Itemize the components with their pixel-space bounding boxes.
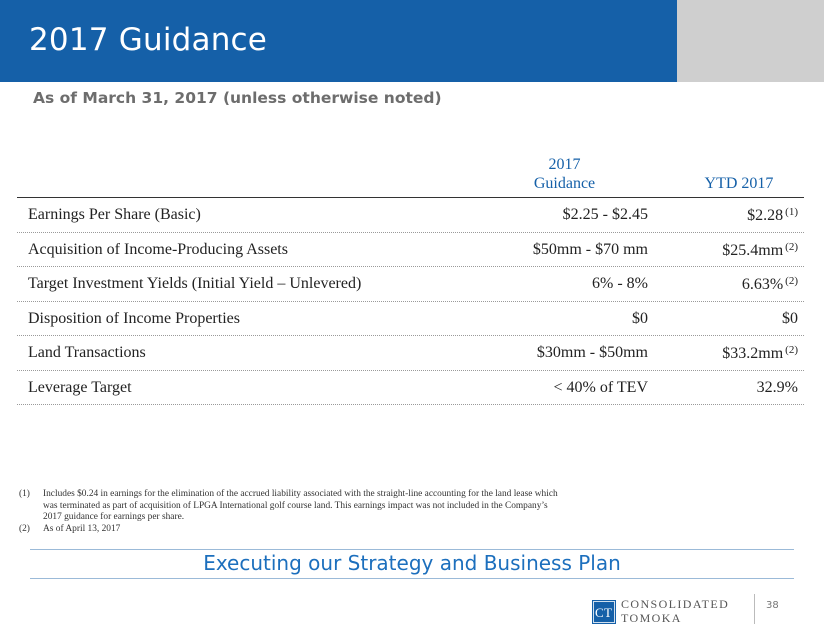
strategy-banner: Executing our Strategy and Business Plan <box>203 551 621 575</box>
strategy-divider-bottom <box>30 578 794 579</box>
corner-box <box>677 0 824 82</box>
footnote-text: Includes $0.24 in earnings for the elimi… <box>43 489 558 523</box>
row-ytd-value: $0 <box>782 309 798 327</box>
logo-text-consolidated: CONSOLIDATED <box>621 597 730 611</box>
row-ytd: 32.9% <box>757 379 798 397</box>
page-title: 2017 Guidance <box>29 22 268 58</box>
strategy-divider-top <box>30 549 794 550</box>
svg-text:C: C <box>595 605 604 620</box>
logo-text-tomoka: TOMOKA <box>621 611 682 625</box>
row-guidance: 6% - 8% <box>592 275 648 292</box>
table-row: Earnings Per Share (Basic) $2.25 - $2.45… <box>17 198 804 233</box>
row-ytd-value: $2.28 <box>747 207 784 224</box>
row-ytd: $2.28 (1) <box>747 206 798 225</box>
row-ytd: $25.4mm (2) <box>722 241 798 260</box>
row-ytd: $0 <box>782 310 798 328</box>
row-ytd-value: $33.2mm <box>722 345 784 362</box>
footnotes: (1) Includes $0.24 in earnings for the e… <box>19 489 564 535</box>
ct-logo-icon: C T <box>592 600 616 624</box>
row-ytd-value: 6.63% <box>741 276 784 293</box>
row-ytd: 6.63% (2) <box>742 275 798 294</box>
header-guidance-label: Guidance <box>533 175 596 192</box>
footnote-number: (1) <box>19 489 30 499</box>
row-label: Land Transactions <box>28 344 146 361</box>
table-row: Disposition of Income Properties $0 $0 <box>17 302 804 336</box>
row-guidance: $0 <box>632 309 648 327</box>
svg-text:T: T <box>604 605 612 620</box>
row-ytd-note: (2) <box>785 344 798 356</box>
footnote: (1) Includes $0.24 in earnings for the e… <box>19 489 564 524</box>
row-guidance: $30mm - $50mm <box>536 344 648 361</box>
footnote-number: (2) <box>19 523 30 534</box>
row-ytd-value: $25.4mm <box>722 241 784 259</box>
table-row: Target Investment Yields (Initial Yield … <box>17 267 804 302</box>
row-guidance: < 40% of TEV <box>553 378 649 396</box>
table-row: Leverage Target < 40% of TEV 32.9% <box>17 371 804 405</box>
guidance-table: 2017 Guidance YTD 2017 Earnings Per Shar… <box>17 150 804 405</box>
header-ytd: YTD 2017 <box>704 175 774 192</box>
row-label: Leverage Target <box>28 378 132 396</box>
row-ytd-value: 32.9% <box>756 378 798 396</box>
page-number: 38 <box>766 600 779 611</box>
footnote: (2) As of April 13, 2017 <box>19 524 564 536</box>
page-number-divider <box>754 594 755 624</box>
title-bar: 2017 Guidance <box>0 0 677 82</box>
table-row: Acquisition of Income-Producing Assets $… <box>17 233 804 267</box>
row-ytd-note: (2) <box>785 240 798 253</box>
footnote-text: As of April 13, 2017 <box>43 523 121 534</box>
row-ytd: $33.2mm (2) <box>722 344 798 363</box>
row-guidance: $50mm - $70 mm <box>532 240 648 258</box>
row-ytd-note: (1) <box>785 206 798 218</box>
row-guidance: $2.25 - $2.45 <box>562 206 648 223</box>
header-guidance: 2017 Guidance <box>507 155 622 193</box>
row-ytd-note: (2) <box>785 275 798 287</box>
page-subtitle: As of March 31, 2017 (unless otherwise n… <box>33 89 442 107</box>
table-row: Land Transactions $30mm - $50mm $33.2mm(… <box>17 336 804 371</box>
row-label: Disposition of Income Properties <box>28 309 240 327</box>
header-guidance-year: 2017 <box>548 156 581 173</box>
table-header: 2017 Guidance YTD 2017 <box>17 150 804 198</box>
row-label: Target Investment Yields (Initial Yield … <box>28 275 362 292</box>
row-label: Acquisition of Income-Producing Assets <box>28 240 288 258</box>
row-label: Earnings Per Share (Basic) <box>28 206 201 223</box>
company-logo: C T CONSOLIDATED TOMOKA <box>592 597 732 627</box>
